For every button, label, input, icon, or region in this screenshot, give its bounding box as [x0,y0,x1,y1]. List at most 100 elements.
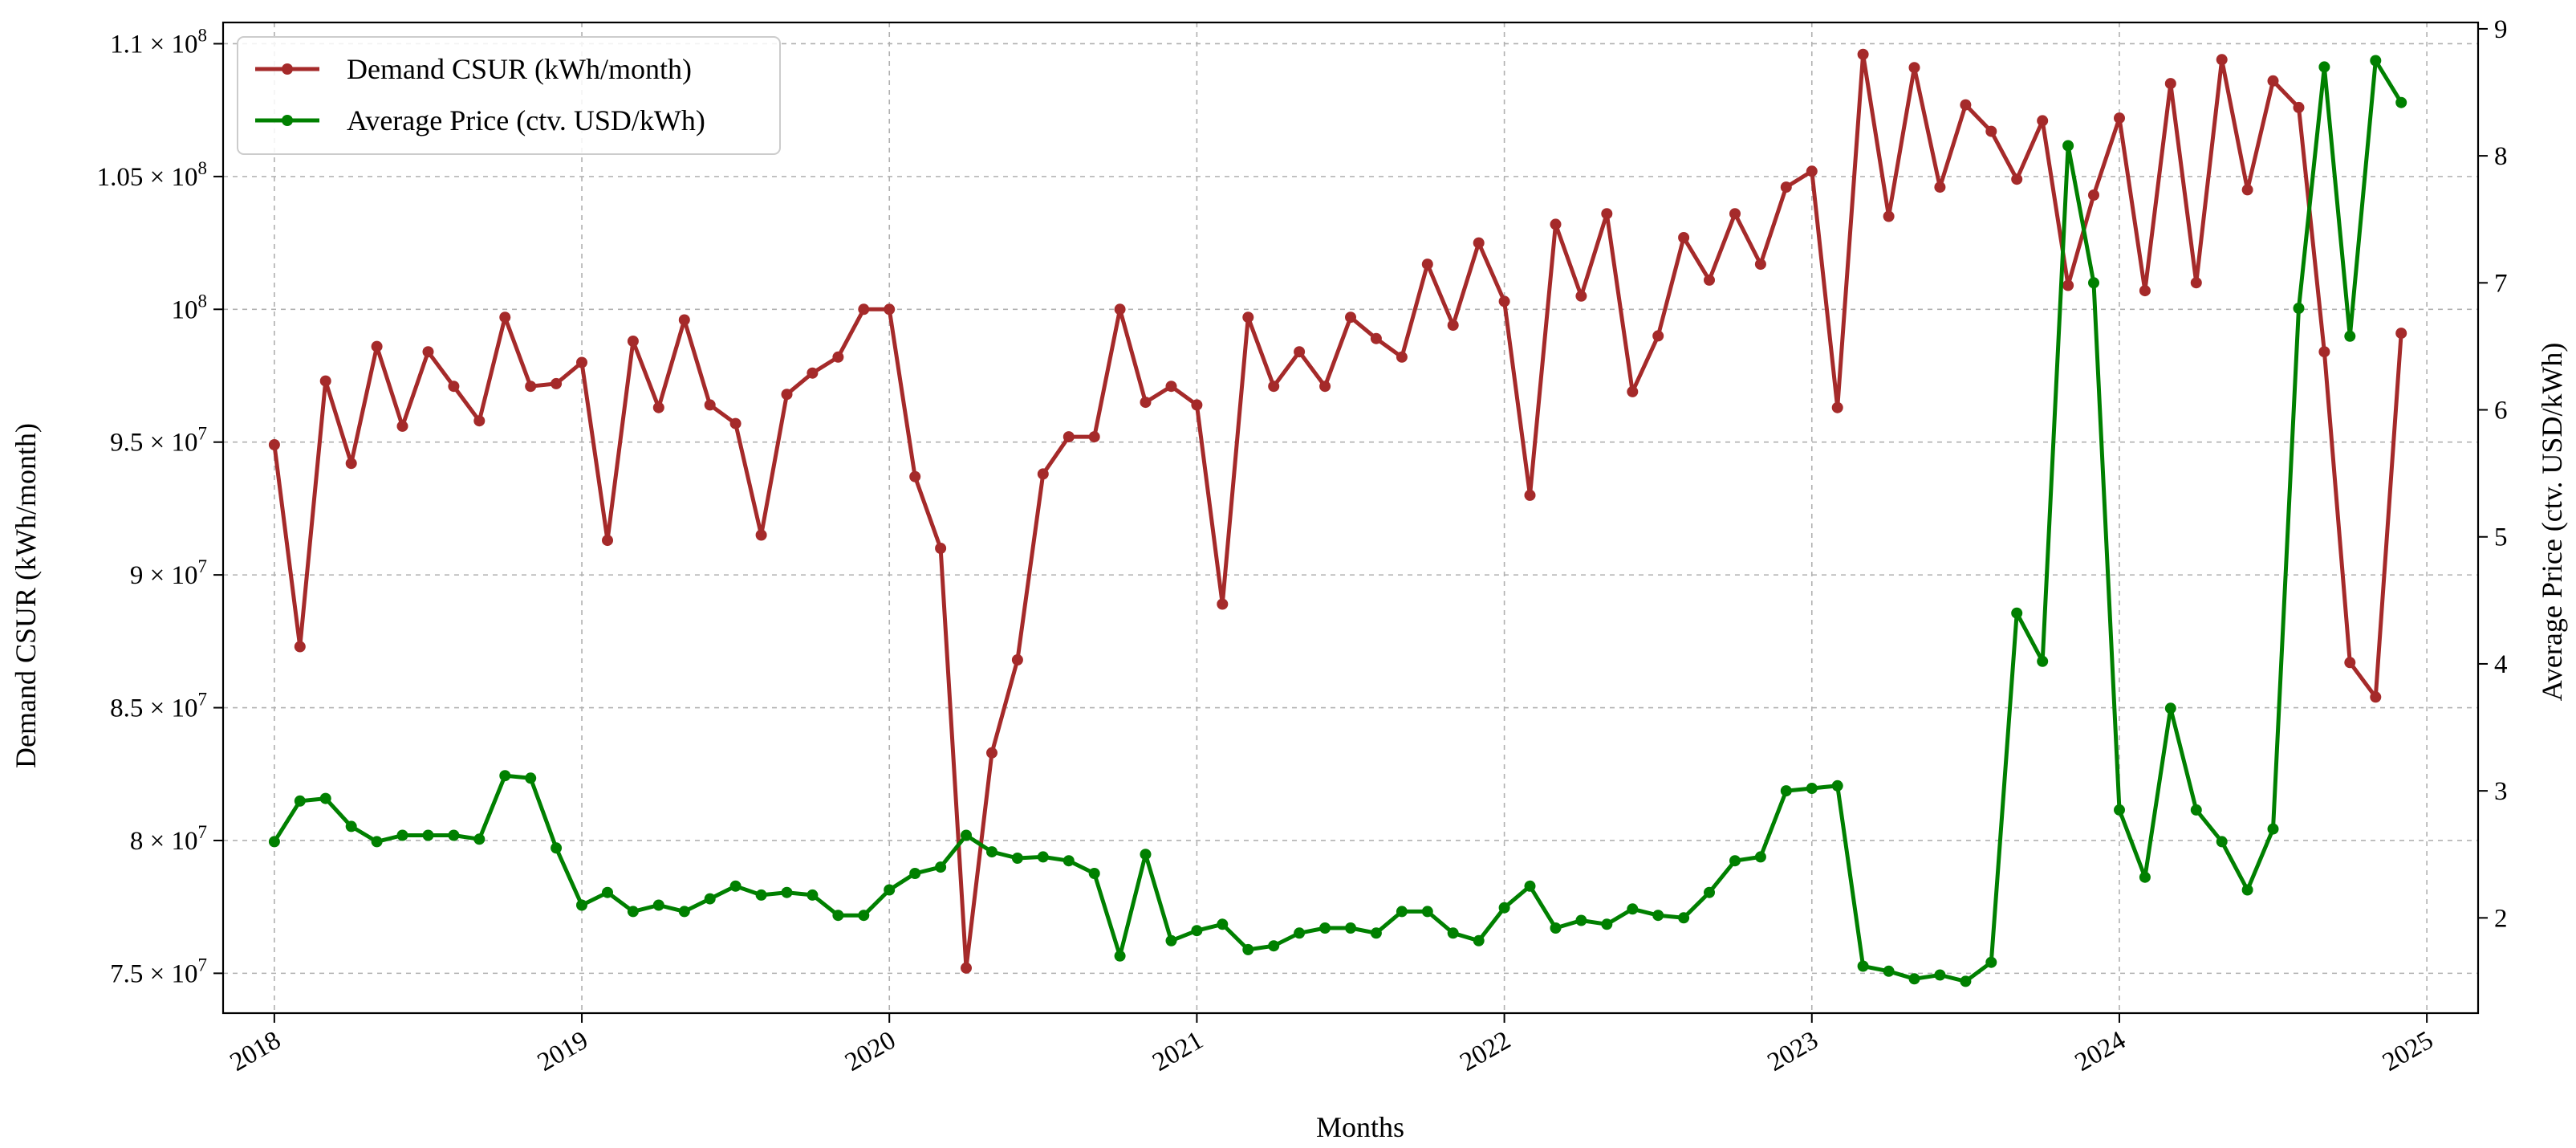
data-point [551,842,563,854]
data-point [858,303,870,315]
data-point [525,772,537,784]
data-point [1088,431,1100,443]
y-left-tick-label: 1.1 × 108 [110,25,207,59]
data-point [319,792,331,804]
data-point [1345,311,1356,324]
data-point [1652,330,1664,342]
data-point [909,868,921,879]
data-point [1908,973,1920,985]
data-point [1370,927,1382,939]
series-price [268,55,2407,987]
data-point [422,829,434,841]
data-point [2370,55,2382,67]
data-point [884,303,896,315]
data-point [2344,657,2356,669]
data-point [2088,277,2099,289]
data-point [499,770,511,782]
data-point [371,836,383,848]
data-point [294,795,306,807]
data-point [1421,259,1433,271]
data-point [268,439,280,450]
data-point [2011,607,2023,619]
data-point [909,470,921,482]
data-point [1140,397,1152,409]
data-point [2037,655,2049,667]
data-point [1011,654,1023,666]
data-point [422,346,434,358]
data-point [2139,871,2151,883]
data-point [807,889,819,901]
data-point [1294,346,1306,358]
data-point [1985,956,1997,968]
data-point [1883,965,1895,977]
data-point [576,899,587,911]
data-point [2062,140,2074,152]
data-point [1062,431,1075,443]
data-point [2344,330,2356,342]
data-point [2241,884,2253,896]
data-point [473,415,486,427]
data-point [1601,918,1613,930]
y-right-tick-label: 9 [2494,15,2508,44]
data-point [1319,922,1331,934]
data-point [858,910,870,922]
data-point [319,375,331,387]
data-point [345,458,357,470]
data-point [1473,237,1485,249]
data-point [1780,785,1792,797]
data-point [2037,115,2049,127]
data-point [1678,912,1690,924]
data-point [1268,381,1280,393]
legend-marker-demand [282,63,293,75]
data-point [1037,468,1049,480]
data-point [1729,208,1741,220]
data-point [1498,295,1510,307]
legend-label-demand: Demand CSUR (kWh/month) [347,53,692,85]
data-point [652,899,664,911]
legend-marker-price [282,115,293,126]
y-right-tick-label: 6 [2494,397,2508,425]
data-point [1857,48,1869,60]
y-right-tick-label: 7 [2494,269,2508,298]
data-point [1319,381,1331,393]
data-point [627,336,639,347]
data-point [473,833,486,845]
data-point [1780,181,1792,193]
data-point [1396,351,1408,363]
y-right-tick-label: 3 [2494,777,2508,806]
data-point [1421,906,1433,918]
data-point [1678,232,1690,243]
data-point [1704,274,1715,286]
data-point [268,836,280,848]
data-point [2293,303,2305,314]
data-point [1524,489,1536,501]
data-point [1191,399,1203,411]
data-point [2216,836,2228,848]
series-demand [268,48,2407,974]
data-point [1165,381,1177,393]
data-point [1217,598,1229,610]
data-point [1857,960,1869,972]
data-point [678,906,690,918]
data-point [1550,922,1562,934]
data-point [1165,934,1177,946]
y-right-tick-label: 5 [2494,523,2508,552]
plot-frame [221,21,2480,1015]
data-point [2190,277,2202,289]
data-point [345,820,357,833]
y-left-axis: 7.5 × 107 8 × 107 8.5 × 107 9 × 107 9.5 × 10… [97,25,223,988]
data-point [371,340,383,352]
data-point [807,367,819,379]
data-point [1729,855,1741,867]
data-point [832,910,844,922]
data-point [1806,165,1818,177]
data-point [2190,804,2202,816]
legend-frame [237,36,781,155]
data-point [1242,943,1254,955]
data-point [832,351,844,363]
data-point [1754,259,1766,271]
data-point [1960,99,1972,111]
y-right-tick-label: 2 [2494,904,2508,933]
data-point [2011,173,2023,185]
